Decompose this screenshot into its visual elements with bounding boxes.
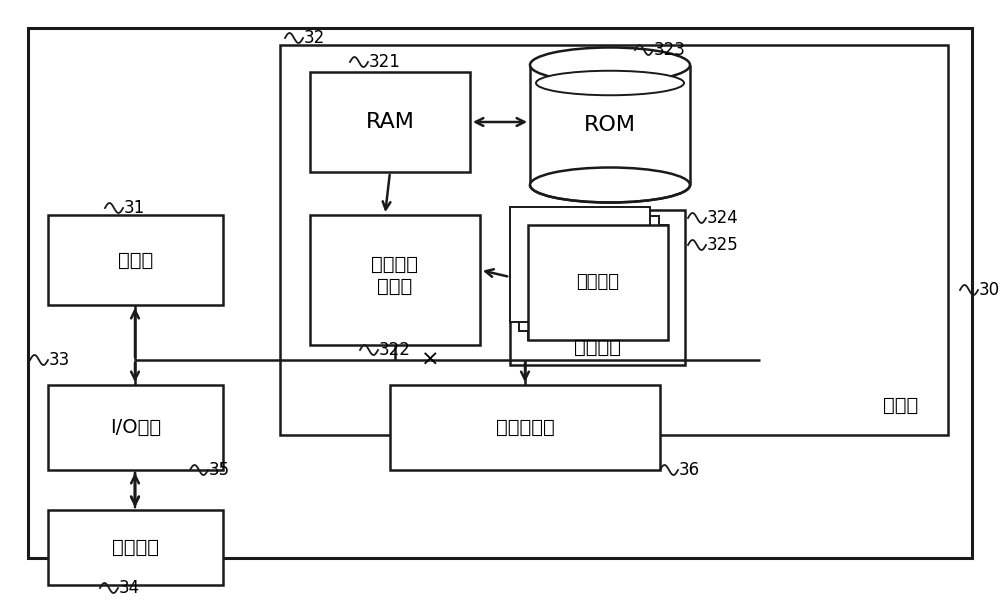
Text: 31: 31 — [124, 199, 145, 217]
Bar — [528, 225, 668, 340]
Text: 324: 324 — [707, 209, 739, 227]
Text: 30: 30 — [979, 281, 1000, 299]
Ellipse shape — [530, 47, 690, 83]
Bar — [510, 210, 685, 365]
Text: 网络适配器: 网络适配器 — [496, 418, 554, 437]
Text: 35: 35 — [209, 461, 230, 479]
Text: I/O接口: I/O接口 — [110, 418, 161, 437]
Text: 34: 34 — [119, 579, 140, 597]
Text: ROM: ROM — [584, 115, 636, 135]
Bar — [48, 510, 223, 585]
Text: 321: 321 — [369, 53, 401, 71]
Bar — [528, 225, 668, 340]
Text: 325: 325 — [707, 236, 739, 254]
Text: 33: 33 — [49, 351, 70, 369]
Text: 处理器: 处理器 — [118, 251, 153, 270]
Bar — [310, 72, 470, 172]
Text: 36: 36 — [679, 461, 700, 479]
Text: 322: 322 — [379, 341, 411, 359]
Bar — [390, 385, 660, 470]
Bar — [28, 28, 972, 558]
Text: 323: 323 — [654, 41, 686, 59]
Text: 32: 32 — [304, 29, 325, 47]
Text: 存储器: 存储器 — [883, 396, 918, 415]
Text: 外部设备: 外部设备 — [112, 538, 159, 557]
Text: 程序模块: 程序模块 — [576, 274, 620, 291]
Ellipse shape — [530, 168, 690, 203]
Ellipse shape — [536, 71, 684, 95]
Bar — [48, 215, 223, 305]
Text: RAM: RAM — [366, 112, 414, 132]
Bar — [48, 385, 223, 470]
Bar — [280, 45, 948, 435]
Text: 高速缓存
存储器: 高速缓存 存储器 — [372, 254, 418, 296]
Bar — [530, 65, 690, 185]
Text: 程序工具: 程序工具 — [574, 337, 621, 356]
Text: ×: × — [421, 350, 439, 370]
Bar — [510, 207, 650, 322]
Bar — [310, 215, 480, 345]
Bar — [519, 216, 659, 331]
